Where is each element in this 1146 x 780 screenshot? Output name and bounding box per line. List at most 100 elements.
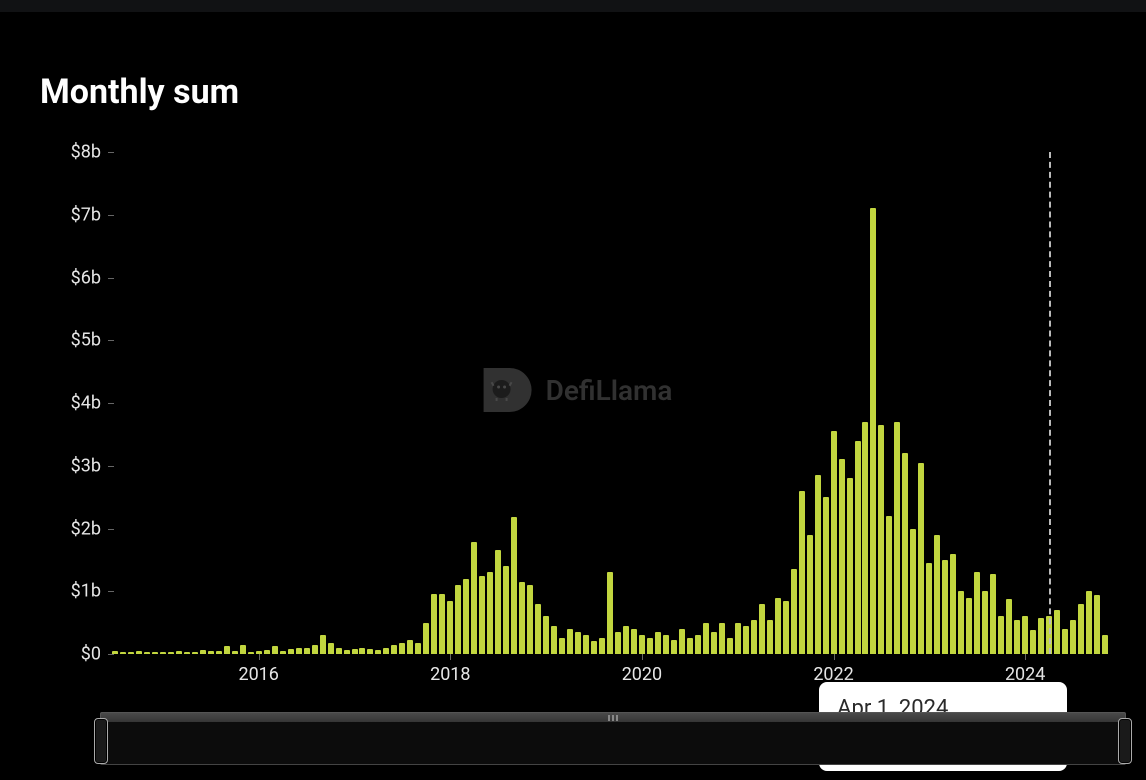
- bar[interactable]: [1014, 620, 1020, 655]
- brush-handle-right[interactable]: [1118, 718, 1132, 764]
- bar[interactable]: [304, 648, 310, 654]
- bar[interactable]: [407, 640, 413, 654]
- bar[interactable]: [375, 650, 381, 654]
- bar[interactable]: [168, 652, 174, 654]
- bar[interactable]: [839, 459, 845, 654]
- bar[interactable]: [511, 517, 517, 654]
- bar[interactable]: [367, 649, 373, 654]
- bar[interactable]: [894, 422, 900, 654]
- bar[interactable]: [655, 632, 661, 654]
- bar[interactable]: [583, 635, 589, 654]
- bar[interactable]: [160, 652, 166, 655]
- bar[interactable]: [647, 638, 653, 654]
- bar[interactable]: [775, 598, 781, 654]
- bar[interactable]: [791, 569, 797, 654]
- bar[interactable]: [112, 651, 118, 654]
- bar[interactable]: [886, 516, 892, 654]
- bar[interactable]: [862, 422, 868, 654]
- bar[interactable]: [1038, 618, 1044, 654]
- bar[interactable]: [423, 623, 429, 654]
- bar[interactable]: [807, 535, 813, 654]
- bar[interactable]: [743, 626, 749, 654]
- brush-handle-left[interactable]: [94, 718, 108, 764]
- bar[interactable]: [607, 572, 613, 654]
- bar[interactable]: [128, 652, 134, 655]
- plot-area[interactable]: [110, 152, 1110, 654]
- bar[interactable]: [551, 626, 557, 654]
- bar[interactable]: [248, 652, 254, 654]
- bar[interactable]: [767, 620, 773, 655]
- bar[interactable]: [599, 638, 605, 654]
- bar[interactable]: [431, 594, 437, 654]
- bar[interactable]: [1030, 630, 1036, 654]
- bar[interactable]: [934, 535, 940, 654]
- bar[interactable]: [679, 629, 685, 654]
- bar[interactable]: [751, 620, 757, 655]
- bar[interactable]: [352, 649, 358, 654]
- time-range-brush[interactable]: [100, 712, 1126, 756]
- bar[interactable]: [391, 645, 397, 654]
- bar[interactable]: [280, 651, 286, 654]
- bar[interactable]: [1054, 610, 1060, 654]
- bar[interactable]: [1062, 629, 1068, 654]
- bar[interactable]: [383, 648, 389, 654]
- bar[interactable]: [296, 648, 302, 654]
- bar[interactable]: [344, 650, 350, 654]
- bar[interactable]: [759, 604, 765, 654]
- bar[interactable]: [320, 635, 326, 654]
- bar[interactable]: [455, 585, 461, 654]
- bar[interactable]: [240, 645, 246, 654]
- bar[interactable]: [200, 650, 206, 654]
- bar[interactable]: [847, 478, 853, 654]
- bar[interactable]: [878, 425, 884, 654]
- bar[interactable]: [1078, 604, 1084, 654]
- bar[interactable]: [527, 585, 533, 654]
- bar[interactable]: [447, 601, 453, 654]
- bar[interactable]: [663, 635, 669, 654]
- bar[interactable]: [950, 554, 956, 654]
- bar[interactable]: [831, 431, 837, 654]
- bar[interactable]: [735, 623, 741, 654]
- bar[interactable]: [998, 616, 1004, 654]
- bar[interactable]: [1086, 591, 1092, 654]
- bar[interactable]: [256, 651, 262, 654]
- bar[interactable]: [559, 638, 565, 654]
- bar[interactable]: [439, 594, 445, 654]
- bar[interactable]: [671, 640, 677, 654]
- bar[interactable]: [176, 651, 182, 654]
- bar[interactable]: [1022, 616, 1028, 654]
- bar[interactable]: [543, 616, 549, 654]
- bar[interactable]: [639, 635, 645, 654]
- bar[interactable]: [799, 491, 805, 654]
- bar[interactable]: [216, 651, 222, 654]
- bar[interactable]: [687, 638, 693, 654]
- bar[interactable]: [615, 632, 621, 654]
- bar[interactable]: [336, 648, 342, 654]
- bar[interactable]: [1006, 599, 1012, 654]
- bar[interactable]: [487, 572, 493, 654]
- bar[interactable]: [958, 591, 964, 654]
- bar[interactable]: [463, 579, 469, 654]
- bar[interactable]: [918, 463, 924, 654]
- bar[interactable]: [870, 208, 876, 654]
- bar[interactable]: [312, 645, 318, 654]
- bar[interactable]: [703, 623, 709, 654]
- bar[interactable]: [591, 641, 597, 654]
- bar[interactable]: [479, 576, 485, 654]
- bar[interactable]: [519, 582, 525, 654]
- bar[interactable]: [495, 550, 501, 654]
- bar[interactable]: [623, 626, 629, 654]
- bar[interactable]: [535, 604, 541, 654]
- bar[interactable]: [815, 475, 821, 654]
- bar[interactable]: [144, 652, 150, 655]
- bar[interactable]: [966, 598, 972, 654]
- bar[interactable]: [783, 601, 789, 654]
- bar[interactable]: [192, 652, 198, 655]
- bar[interactable]: [926, 563, 932, 654]
- bar[interactable]: [990, 574, 996, 654]
- bar[interactable]: [136, 651, 142, 654]
- bar[interactable]: [399, 643, 405, 654]
- bar[interactable]: [631, 629, 637, 654]
- bar[interactable]: [208, 651, 214, 654]
- bar[interactable]: [695, 635, 701, 654]
